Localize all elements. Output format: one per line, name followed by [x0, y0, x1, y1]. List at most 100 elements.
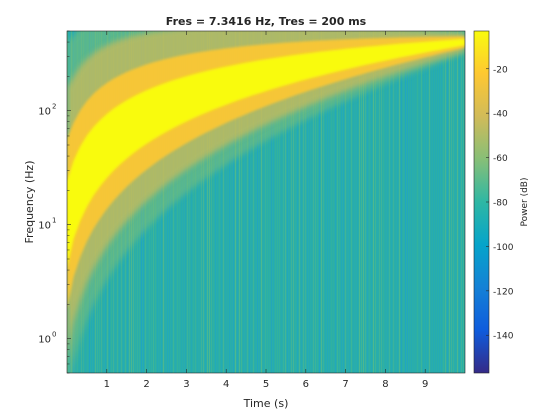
texture-stripe — [391, 31, 392, 373]
texture-stripe — [355, 31, 356, 373]
texture-stripe — [431, 31, 432, 373]
texture-stripe — [267, 31, 268, 373]
texture-stripe — [453, 31, 454, 373]
colorbar-tick-label: -100 — [493, 243, 514, 253]
x-tick-label: 2 — [143, 379, 149, 390]
colorbar-tick-label: -60 — [493, 154, 508, 164]
texture-stripe — [407, 31, 408, 373]
texture-stripe — [263, 31, 264, 373]
colorbar-label: Power (dB) — [520, 178, 530, 227]
texture-stripe — [241, 31, 242, 373]
chart-title: Fres = 7.3416 Hz, Tres = 200 ms — [166, 15, 367, 28]
texture-stripe — [461, 31, 462, 373]
texture-stripe — [335, 31, 336, 373]
texture-stripe — [339, 31, 340, 373]
texture-stripe — [395, 31, 396, 373]
texture-stripe — [259, 31, 260, 373]
texture-stripe — [243, 31, 244, 373]
texture-stripe — [307, 31, 308, 373]
x-tick-label: 1 — [104, 379, 110, 390]
x-tick-label: 3 — [183, 379, 189, 390]
texture-stripe — [385, 31, 386, 373]
texture-stripe — [303, 31, 304, 373]
texture-stripe — [209, 31, 210, 373]
texture-stripe — [357, 31, 358, 373]
texture-stripe — [459, 31, 460, 373]
texture-stripe — [237, 31, 238, 373]
y-tick-exponent: 0 — [52, 331, 56, 339]
texture-stripe — [213, 31, 214, 373]
texture-stripe — [377, 31, 378, 373]
texture-stripe — [239, 31, 240, 373]
texture-stripe — [365, 31, 366, 373]
texture-stripe — [291, 31, 292, 373]
texture-stripe — [389, 31, 390, 373]
texture-stripe — [421, 31, 422, 373]
texture-stripe — [387, 31, 388, 373]
texture-stripe — [429, 31, 430, 373]
colorbar: -20 -40 -60 -80 -100 -120 -140 Power (dB) — [473, 30, 530, 374]
texture-stripe — [231, 31, 232, 373]
texture-stripe — [413, 31, 414, 373]
texture-stripe — [331, 31, 332, 373]
texture-stripe — [255, 31, 256, 373]
texture-stripe — [223, 31, 224, 373]
texture-stripe — [211, 31, 212, 373]
colorbar-tick-label: -20 — [493, 65, 508, 75]
texture-stripe — [305, 31, 306, 373]
colorbar-tick-label: -120 — [493, 287, 514, 297]
texture-stripe — [277, 31, 278, 373]
texture-stripe — [325, 31, 326, 373]
texture-stripe — [225, 31, 226, 373]
texture-stripe — [399, 31, 400, 373]
texture-stripe — [177, 31, 178, 373]
texture-stripe — [313, 31, 314, 373]
texture-stripe — [183, 31, 184, 373]
texture-stripe — [449, 31, 450, 373]
texture-stripe — [361, 31, 362, 373]
texture-stripe — [447, 31, 448, 373]
texture-stripe — [427, 31, 428, 373]
texture-stripe — [253, 31, 254, 373]
texture-stripe — [419, 31, 420, 373]
texture-stripe — [349, 31, 350, 373]
texture-stripe — [451, 31, 452, 373]
texture-stripe — [375, 31, 376, 373]
colorbar-ticks: -20 -40 -60 -80 -100 -120 -140 — [486, 65, 514, 342]
x-tick-label: 4 — [223, 379, 229, 390]
texture-stripe — [397, 31, 398, 373]
texture-stripe — [321, 31, 322, 373]
texture-stripe — [437, 31, 438, 373]
texture-stripe — [309, 31, 310, 373]
colorbar-tick-label: -80 — [493, 199, 508, 209]
texture-stripe — [201, 31, 202, 373]
texture-stripe — [343, 31, 344, 373]
x-axis-ticks: 1 2 3 4 5 6 7 8 9 — [104, 31, 428, 390]
texture-stripe — [251, 31, 252, 373]
texture-stripe — [383, 31, 384, 373]
y-tick-exponent: 1 — [52, 217, 56, 225]
texture-stripe — [175, 31, 176, 373]
texture-stripe — [327, 31, 328, 373]
texture-stripe — [403, 31, 404, 373]
texture-stripe — [329, 31, 330, 373]
x-tick-label: 7 — [342, 379, 348, 390]
texture-stripe — [217, 31, 218, 373]
texture-stripe — [409, 31, 410, 373]
texture-stripe — [273, 31, 274, 373]
texture-stripe — [199, 31, 200, 373]
texture-stripe — [353, 31, 354, 373]
texture-stripe — [363, 31, 364, 373]
texture-stripe — [311, 31, 312, 373]
texture-stripe — [219, 31, 220, 373]
texture-stripe — [233, 31, 234, 373]
chirp-ridge — [67, 31, 465, 373]
texture-stripe — [367, 31, 368, 373]
texture-stripe — [317, 31, 318, 373]
texture-stripe — [203, 31, 204, 373]
x-tick-label: 9 — [422, 379, 428, 390]
texture-stripe — [297, 31, 298, 373]
y-axis-label: Frequency (Hz) — [23, 161, 36, 244]
